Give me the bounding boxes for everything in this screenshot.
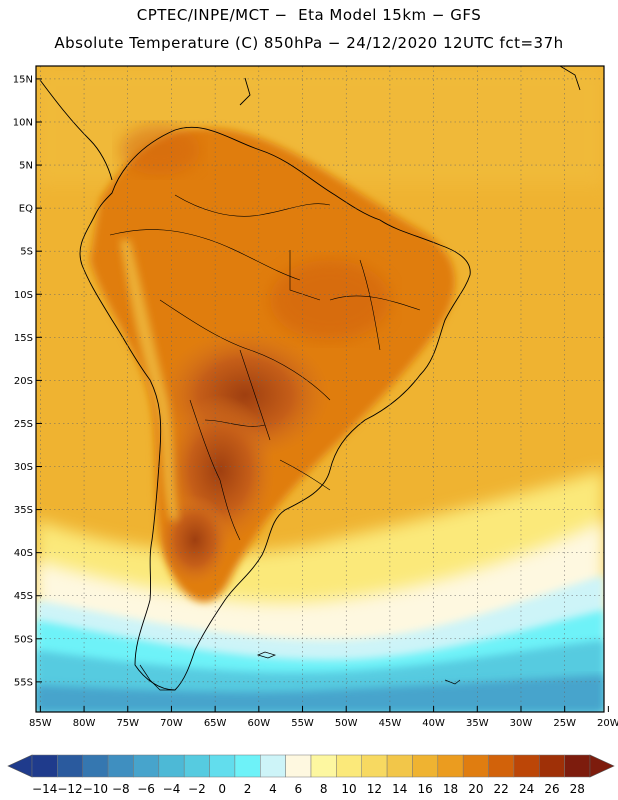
lat-label: 50S	[14, 634, 33, 645]
chart-title-line2: Absolute Temperature (C) 850hPa − 24/12/…	[54, 34, 564, 52]
colorbar-label: −14	[32, 782, 57, 796]
colorbar-swatch	[57, 754, 83, 778]
lat-label: 35S	[14, 505, 33, 516]
colorbar-swatch	[462, 754, 489, 778]
colorbar-swatch	[82, 754, 109, 778]
colorbar-label: 8	[320, 782, 328, 796]
lat-label: 55S	[14, 677, 33, 688]
colorbar-label: −12	[57, 782, 82, 796]
colorbar-arrow-high	[589, 754, 615, 778]
lon-label: 60W	[248, 718, 271, 729]
lon-label: 85W	[29, 718, 52, 729]
lon-label: 65W	[204, 718, 227, 729]
colorbar-swatch	[564, 754, 591, 778]
colorbar-swatch	[285, 754, 312, 778]
lon-label: 45W	[379, 718, 402, 729]
lat-label: EQ	[19, 204, 33, 215]
lat-label: 5N	[19, 161, 33, 172]
colorbar-label: 28	[570, 782, 585, 796]
colorbar-label: 16	[417, 782, 432, 796]
colorbar-swatch	[386, 754, 413, 778]
longitude-axis: 85W 80W 75W 70W 65W 60W 55W 50W 45W 40W 35W 30W 25W 2…	[29, 706, 618, 729]
temperature-field	[36, 66, 604, 712]
lon-label: 75W	[116, 718, 139, 729]
colorbar-swatch	[539, 754, 565, 778]
lat-label: 45S	[14, 591, 33, 602]
lat-label: 5S	[20, 247, 33, 258]
colorbar-label: 10	[341, 782, 356, 796]
colorbar-label: 24	[519, 782, 534, 796]
colorbar-swatch	[412, 754, 439, 778]
colorbar-swatch	[310, 754, 337, 778]
colorbar-swatch	[234, 754, 261, 778]
lon-label: 50W	[335, 718, 358, 729]
colorbar: −14 −12 −10 −8 −6 −4 −2 0 2 4 6 8 10 12 14 16 18 20 22 24 26…	[7, 754, 615, 796]
colorbar-arrow-low	[7, 754, 33, 778]
map-frame	[35, 65, 605, 713]
colorbar-label: −6	[137, 782, 155, 796]
colorbar-label: 14	[392, 782, 407, 796]
colorbar-swatch	[133, 754, 160, 778]
colorbar-label: −4	[163, 782, 181, 796]
colorbar-label: 2	[244, 782, 252, 796]
colorbar-swatch	[260, 754, 286, 778]
colorbar-label: 20	[468, 782, 483, 796]
lat-label: 30S	[14, 462, 33, 473]
colorbar-label: −8	[112, 782, 130, 796]
lon-label: 35W	[466, 718, 489, 729]
colorbar-label: 12	[367, 782, 382, 796]
islands	[139, 651, 461, 691]
colorbar-label: −10	[83, 782, 108, 796]
lat-label: 15N	[13, 74, 33, 85]
colorbar-label: 22	[494, 782, 509, 796]
lon-label: 30W	[510, 718, 533, 729]
colorbar-swatch	[107, 754, 134, 778]
country-borders	[109, 194, 421, 541]
colorbar-swatch	[437, 754, 464, 778]
lon-label: 25W	[553, 718, 576, 729]
colorbar-label: −2	[188, 782, 206, 796]
lon-label: 70W	[160, 718, 183, 729]
lat-lon-grid	[36, 66, 604, 712]
coastline	[39, 66, 581, 691]
colorbar-swatch	[488, 754, 515, 778]
colorbar-label: 0	[218, 782, 226, 796]
colorbar-swatch	[31, 754, 58, 778]
colorbar-swatch	[361, 754, 388, 778]
colorbar-swatch	[183, 754, 210, 778]
colorbar-swatch	[513, 754, 540, 778]
lat-label: 10S	[14, 290, 33, 301]
lon-label: 40W	[422, 718, 445, 729]
lat-label: 40S	[14, 548, 33, 559]
colorbar-label: 4	[269, 782, 277, 796]
colorbar-label: 6	[294, 782, 302, 796]
lat-label: 20S	[14, 376, 33, 387]
colorbar-label: 18	[443, 782, 458, 796]
colorbar-swatch	[209, 754, 236, 778]
lon-label: 80W	[73, 718, 96, 729]
colorbar-swatch	[336, 754, 362, 778]
lon-label: 20W	[597, 718, 618, 729]
lon-label: 55W	[291, 718, 314, 729]
chart-title-line1: CPTEC/INPE/MCT − Eta Model 15km − GFS	[136, 6, 482, 24]
lat-label: 15S	[14, 333, 33, 344]
colorbar-swatch	[158, 754, 185, 778]
latitude-axis: 15N 10N 5N EQ 5S 10S 15S 20S 25S 30S 35S 40S 45S 50S 5…	[13, 74, 42, 688]
lat-label: 25S	[14, 419, 33, 430]
colorbar-label: 26	[544, 782, 559, 796]
lat-label: 10N	[13, 117, 33, 128]
